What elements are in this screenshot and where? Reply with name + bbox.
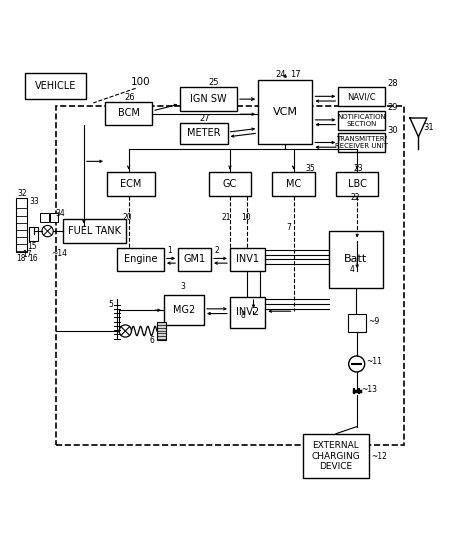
FancyBboxPatch shape — [348, 313, 365, 333]
Text: 24: 24 — [276, 71, 286, 79]
Text: BCM: BCM — [118, 108, 139, 118]
Text: 21: 21 — [222, 213, 231, 222]
Text: GC: GC — [223, 179, 237, 189]
Text: Batt: Batt — [344, 254, 368, 264]
FancyBboxPatch shape — [29, 228, 38, 241]
FancyBboxPatch shape — [338, 133, 385, 152]
Text: 27: 27 — [199, 114, 210, 123]
FancyBboxPatch shape — [63, 219, 126, 243]
Text: TRANSMITTER/
RECEIVER UNIT: TRANSMITTER/ RECEIVER UNIT — [336, 136, 388, 149]
Text: NAVI/C: NAVI/C — [347, 92, 376, 101]
Text: 10: 10 — [241, 213, 250, 222]
FancyBboxPatch shape — [40, 213, 48, 222]
Text: 30: 30 — [388, 126, 399, 135]
Text: 100: 100 — [130, 77, 150, 88]
FancyBboxPatch shape — [338, 111, 385, 130]
Text: 5: 5 — [109, 300, 114, 310]
Text: 7: 7 — [286, 223, 291, 232]
Text: NOTIFICATION
SECTION: NOTIFICATION SECTION — [337, 114, 386, 127]
Text: 23: 23 — [354, 164, 364, 173]
Text: 29: 29 — [388, 102, 398, 112]
Text: GM1: GM1 — [183, 254, 206, 264]
Text: 32: 32 — [18, 189, 27, 198]
FancyBboxPatch shape — [209, 172, 251, 196]
Text: Engine: Engine — [124, 254, 157, 264]
FancyBboxPatch shape — [336, 172, 378, 196]
FancyBboxPatch shape — [178, 248, 211, 271]
Text: 2: 2 — [214, 246, 219, 255]
Text: ~13: ~13 — [361, 385, 377, 394]
FancyBboxPatch shape — [181, 123, 228, 144]
Text: 4: 4 — [350, 265, 355, 274]
Text: 34: 34 — [55, 209, 65, 218]
FancyBboxPatch shape — [181, 88, 237, 111]
FancyBboxPatch shape — [108, 172, 155, 196]
Text: 8: 8 — [241, 311, 246, 320]
FancyBboxPatch shape — [329, 231, 383, 288]
Text: 22: 22 — [350, 194, 360, 202]
FancyBboxPatch shape — [230, 297, 265, 328]
Text: ~14: ~14 — [51, 248, 67, 258]
FancyBboxPatch shape — [25, 73, 86, 99]
Text: 17: 17 — [290, 69, 301, 79]
FancyBboxPatch shape — [164, 295, 204, 325]
Text: FUEL TANK: FUEL TANK — [68, 226, 121, 236]
Text: 33: 33 — [30, 197, 39, 206]
Text: EXTERNAL
CHARGING
DEVICE: EXTERNAL CHARGING DEVICE — [311, 441, 360, 471]
Text: ~12: ~12 — [371, 452, 387, 461]
Text: 20: 20 — [122, 213, 132, 222]
Text: MG2: MG2 — [173, 305, 195, 315]
FancyBboxPatch shape — [157, 322, 166, 340]
FancyBboxPatch shape — [258, 80, 312, 144]
Text: 26: 26 — [125, 92, 136, 102]
Text: 3: 3 — [181, 282, 185, 290]
FancyBboxPatch shape — [117, 248, 164, 271]
Text: METER: METER — [187, 129, 221, 138]
FancyBboxPatch shape — [105, 102, 152, 125]
Text: ECM: ECM — [120, 179, 142, 189]
Text: IGN SW: IGN SW — [191, 94, 227, 104]
Text: 16: 16 — [28, 254, 37, 263]
Text: 1: 1 — [167, 246, 172, 255]
FancyBboxPatch shape — [338, 88, 385, 106]
Text: 15: 15 — [27, 242, 37, 251]
Text: VCM: VCM — [273, 107, 298, 117]
FancyBboxPatch shape — [303, 434, 369, 479]
Text: 31: 31 — [423, 123, 434, 132]
Text: ~11: ~11 — [366, 357, 382, 366]
Text: LBC: LBC — [348, 179, 366, 189]
Text: INV2: INV2 — [236, 307, 259, 317]
FancyBboxPatch shape — [230, 248, 265, 271]
Text: MC: MC — [286, 179, 301, 189]
Text: 18: 18 — [17, 254, 26, 263]
FancyBboxPatch shape — [16, 198, 27, 252]
Text: 28: 28 — [388, 79, 399, 88]
Text: ~9: ~9 — [368, 317, 379, 326]
Text: INV1: INV1 — [236, 254, 259, 264]
Text: 6: 6 — [150, 336, 155, 345]
Text: VEHICLE: VEHICLE — [35, 81, 76, 91]
FancyBboxPatch shape — [50, 213, 58, 222]
FancyBboxPatch shape — [273, 172, 315, 196]
Text: 17: 17 — [23, 250, 32, 259]
Text: 25: 25 — [209, 78, 219, 87]
Text: 35: 35 — [305, 164, 315, 173]
